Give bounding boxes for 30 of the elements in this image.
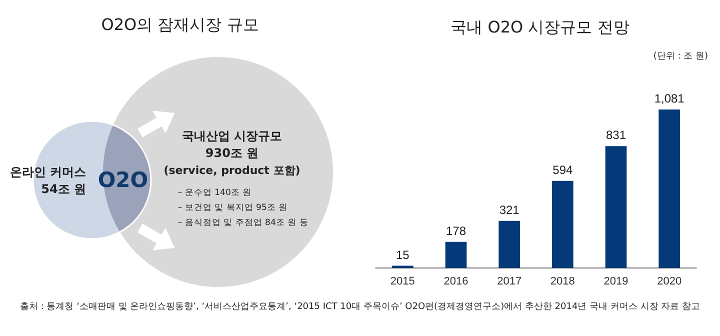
chart-title: 국내 O2O 시장규모 전망 (450, 18, 630, 36)
data-label: 15 (396, 248, 410, 262)
bar (498, 220, 520, 268)
data-label: 1,081 (654, 91, 685, 106)
text: – 보건업 및 복지업 95조 원 (178, 203, 288, 213)
x-tick-label: 2017 (497, 276, 522, 288)
text: O2O (98, 168, 148, 192)
text: (service, product 포함) (164, 164, 300, 177)
text: 국내산업 시장규모 (182, 129, 282, 143)
text: O2O의 잠재시장 규모 (101, 15, 259, 34)
data-label: 594 (552, 162, 573, 177)
x-tick-label: 2019 (604, 276, 628, 288)
bar (605, 146, 627, 268)
data-label: 321 (499, 202, 520, 217)
text: 930조 원 (205, 146, 259, 160)
x-tick-label: 2020 (657, 276, 682, 288)
data-label: 831 (606, 128, 626, 142)
bar (445, 242, 467, 268)
source-note: 출처 : 통계청 ‘소매판매 및 온라인쇼핑동향’, ‘서비스산업주요통계’, ‘2015 ICT 10대 주목이슈’ O2O편(경제경영연구소)에서 추산한 2014년 국내 커머스 시장 자료 참고 (18, 301, 702, 313)
x-tick-label: 2018 (550, 276, 575, 288)
bar (658, 109, 680, 268)
text: – 음식점업 및 주점업 84조 원 등 (178, 218, 308, 228)
text: (단위 : 조 원) (653, 52, 708, 62)
text: 온라인 커머스 (10, 165, 86, 179)
data-label: 178 (446, 224, 466, 238)
x-tick-label: 2015 (390, 276, 415, 288)
x-tick-label: 2016 (444, 276, 468, 288)
bar (552, 180, 574, 268)
text: 54조 원 (41, 182, 86, 196)
text: – 운수업 140조 원 (178, 188, 252, 198)
